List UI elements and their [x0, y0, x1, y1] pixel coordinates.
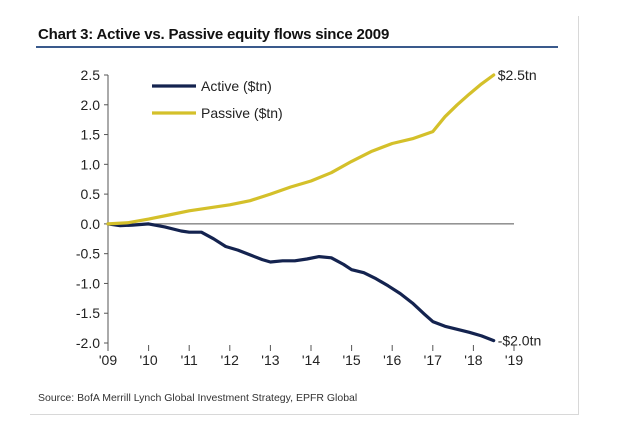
x-tick-label: '17: [424, 352, 442, 368]
legend-label-active: Active ($tn): [201, 78, 272, 94]
title-rule: [36, 46, 558, 48]
y-tick-label: 1.5: [81, 127, 101, 143]
x-tick-label: '09: [99, 352, 117, 368]
source-note: Source: BofA Merrill Lynch Global Invest…: [38, 392, 358, 404]
y-tick-label: -1.5: [76, 305, 100, 321]
x-tick-label: '15: [342, 352, 360, 368]
y-tick-label: 0.5: [81, 186, 101, 202]
y-tick-label: -2.0: [76, 335, 100, 351]
legend-label-passive: Passive ($tn): [201, 105, 283, 121]
x-tick-label: '13: [261, 352, 279, 368]
y-tick-label: 2.0: [81, 97, 101, 113]
y-tick-label: -0.5: [76, 246, 100, 262]
y-tick-label: 2.5: [81, 67, 101, 83]
y-tick-label: 0.0: [81, 216, 101, 232]
series-line-passive: [106, 73, 496, 226]
x-tick-label: '11: [181, 352, 198, 368]
x-tick-label: '12: [221, 352, 239, 368]
chart-title: Chart 3: Active vs. Passive equity flows…: [38, 26, 390, 43]
x-tick-label: '10: [139, 352, 157, 368]
x-tick-label: '16: [383, 352, 401, 368]
x-tick-label: '14: [302, 352, 320, 368]
y-tick-label: 1.0: [81, 156, 101, 172]
chart-frame: [30, 16, 579, 415]
x-tick-label: '18: [464, 352, 482, 368]
series-line-active: [106, 222, 496, 343]
x-tick-label: '19: [505, 352, 523, 368]
end-label-active: -$2.0tn: [498, 333, 542, 349]
end-label-passive: $2.5tn: [498, 67, 537, 83]
y-tick-label: -1.0: [76, 275, 100, 291]
